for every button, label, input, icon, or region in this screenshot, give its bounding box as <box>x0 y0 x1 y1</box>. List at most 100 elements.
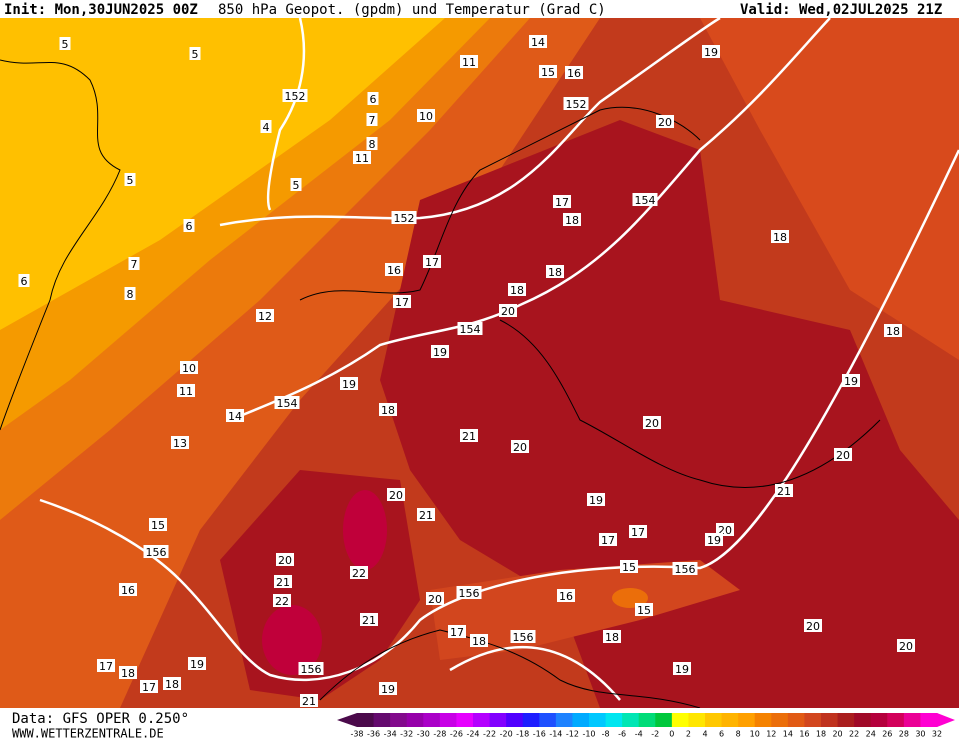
contour-label: 17 <box>555 196 569 209</box>
label-box <box>426 592 444 605</box>
colorbar-label: -30 <box>417 730 430 739</box>
label-box <box>632 193 658 206</box>
contour-label: 5 <box>293 179 300 192</box>
color-bin <box>705 713 723 727</box>
label-box <box>620 560 638 573</box>
label-box <box>508 283 526 296</box>
contour-label: 19 <box>433 346 447 359</box>
label-box <box>702 45 720 58</box>
label-box <box>340 377 358 390</box>
contour <box>229 17 831 422</box>
contour-label: 18 <box>548 266 562 279</box>
map-title: 850 hPa Geopot. (gpdm) und Temperatur (G… <box>218 2 606 18</box>
label-box <box>587 493 605 506</box>
color-bin <box>489 713 507 727</box>
color-bin <box>456 713 474 727</box>
contour-label: 15 <box>622 561 636 574</box>
label-box <box>539 65 557 78</box>
contour-label: 156 <box>675 563 696 576</box>
color-bin <box>555 713 573 727</box>
temperature-field <box>0 18 959 708</box>
contour-label: 7 <box>131 258 138 271</box>
field-16 <box>700 18 959 360</box>
label-box <box>510 630 536 643</box>
label-box <box>643 416 661 429</box>
contour-label: 5 <box>127 174 134 187</box>
contour-label: 20 <box>278 554 292 567</box>
label-box <box>171 436 189 449</box>
color-bin <box>406 713 424 727</box>
colorbar-label: -4 <box>635 730 643 739</box>
label-box <box>423 255 441 268</box>
colorbar-label: -34 <box>384 730 397 739</box>
label-box <box>775 484 793 497</box>
field-20 <box>380 120 959 708</box>
valid-time: Valid: Wed,02JUL2025 21Z <box>740 2 942 18</box>
contour-label: 17 <box>395 296 409 309</box>
contour-label: 19 <box>707 534 721 547</box>
contour-label: 152 <box>285 90 306 103</box>
contour-label: 156 <box>146 546 167 559</box>
contour-label: 18 <box>605 631 619 644</box>
contour-label: 11 <box>179 385 193 398</box>
contour-label: 19 <box>190 658 204 671</box>
colorbar-label: -8 <box>602 730 610 739</box>
label-box <box>256 309 274 322</box>
label-box <box>18 274 30 287</box>
label-box <box>97 659 115 672</box>
label-box <box>511 440 529 453</box>
label-box <box>499 304 517 317</box>
label-box <box>387 488 405 501</box>
contour-label: 20 <box>836 449 850 462</box>
contour-label: 17 <box>631 526 645 539</box>
label-box <box>470 634 488 647</box>
field-6 <box>0 18 445 330</box>
label-box <box>391 211 417 224</box>
contour-label: 18 <box>381 404 395 417</box>
field-alps <box>430 560 740 660</box>
label-box <box>140 680 158 693</box>
label-box <box>563 213 581 226</box>
contour-label: 15 <box>151 519 165 532</box>
color-bin <box>920 713 938 727</box>
contour-label: 18 <box>510 284 524 297</box>
color-bin <box>787 713 805 727</box>
contour-label: 20 <box>389 489 403 502</box>
contour-label: 20 <box>513 441 527 454</box>
contour-label: 8 <box>127 288 134 301</box>
contour-label: 22 <box>275 595 289 608</box>
label-box <box>274 396 300 409</box>
color-bin <box>804 713 822 727</box>
color-bin <box>390 713 408 727</box>
color-bin <box>473 713 491 727</box>
contour-label: 17 <box>425 256 439 269</box>
label-box <box>456 586 482 599</box>
contour-label: 16 <box>121 584 135 597</box>
label-box <box>656 115 674 128</box>
colorbar-label: -16 <box>533 730 546 739</box>
label-box <box>629 525 647 538</box>
contour-label: 8 <box>369 138 376 151</box>
contour-label: 20 <box>806 620 820 633</box>
colorbar-label: -12 <box>566 730 579 739</box>
header-bar <box>0 0 959 18</box>
label-box <box>149 518 167 531</box>
color-bin <box>771 713 789 727</box>
contour-label: 10 <box>419 110 433 123</box>
contour-label: 19 <box>342 378 356 391</box>
label-box <box>353 151 371 164</box>
contour-label: 18 <box>121 667 135 680</box>
label-box <box>360 613 378 626</box>
contour-label: 21 <box>302 695 316 708</box>
contour-label: 19 <box>381 683 395 696</box>
colorbar-label: 26 <box>882 730 892 739</box>
color-bin <box>738 713 756 727</box>
colorbar: -38 -36 -34 -32 -30 -28 -26 -24 -22 -20 -18 -16 -14-… <box>337 713 955 739</box>
arrow-high <box>937 713 955 727</box>
label-box <box>128 257 140 270</box>
label-box <box>385 263 403 276</box>
colorbar-label: -14 <box>549 730 562 739</box>
label-box <box>188 657 206 670</box>
